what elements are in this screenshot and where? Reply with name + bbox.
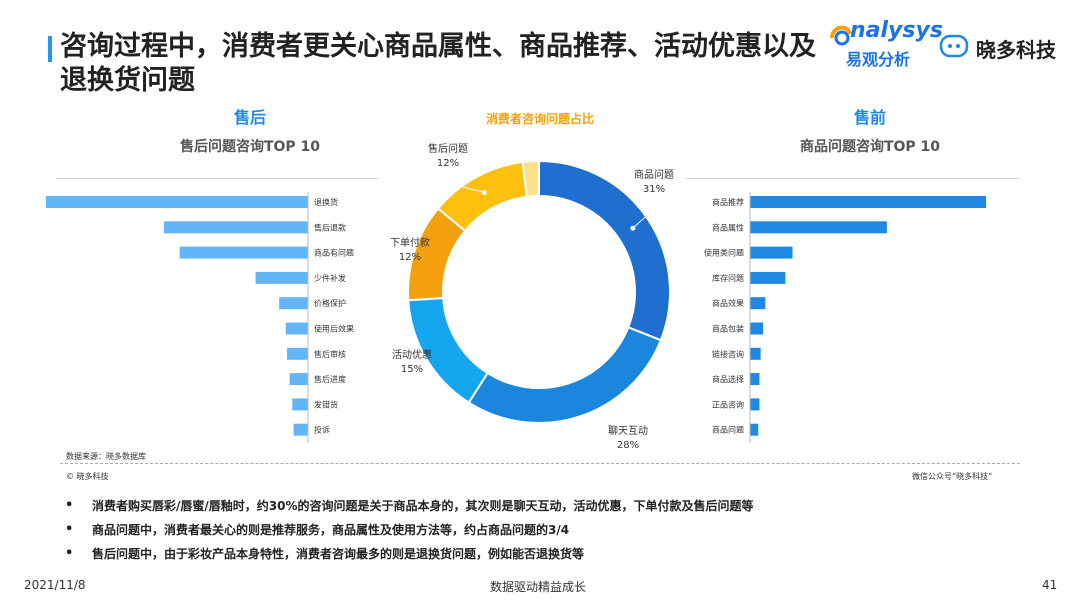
right-section-title: 售前 [853, 108, 886, 127]
analysys-logo-icon [830, 25, 852, 46]
category-label: 退换货 [314, 197, 338, 207]
donut-chart: 商品问题 31% 聊天互动 28% 活动优惠 15% 下单付款 12% 售后问题 12% [390, 142, 687, 451]
summary-item: 商品问题中，消费者最关心的则是推荐服务，商品属性及使用方法等，约占商品问题的3/… [62, 518, 754, 542]
bar-aftersales-5 [285, 322, 308, 335]
bar-product-9 [750, 423, 759, 436]
left-divider [56, 178, 378, 179]
analysys-wordmark: nalysys [850, 18, 943, 43]
analysys-logo: nalysys 易观分析 [822, 18, 943, 69]
donut-slice-4 [436, 160, 529, 233]
category-label: 少件补发 [314, 273, 346, 283]
bar-aftersales-2 [179, 246, 308, 259]
analysys-cn-name: 易观分析 [846, 50, 911, 69]
wechat-account: 微信公众号“晓多科技” [912, 472, 993, 481]
bar-aftersales-0 [46, 196, 308, 208]
category-label: 商品属性 [712, 222, 744, 232]
donut-slice-5 [521, 159, 540, 198]
xiaoduo-logo: 晓多科技 [938, 30, 1078, 66]
bar-product-1 [750, 221, 887, 234]
right-chart-subtitle: 商品问题咨询TOP 10 [799, 139, 941, 155]
report-date: 2021/11/8 [24, 578, 86, 592]
left-section-title: 售后 [233, 108, 266, 127]
category-label: 商品问题 [712, 425, 744, 435]
leader-dot [630, 225, 636, 231]
category-label: 使用类问题 [704, 248, 744, 258]
slice-percent: 12% [437, 158, 459, 169]
category-label: 商品有问题 [314, 248, 354, 258]
bar-aftersales-6 [287, 347, 308, 360]
product-bar-chart: 商品推荐商品属性使用类问题库存问题商品效果商品包装链接咨询商品选择正品咨询商品问… [704, 192, 986, 443]
leader-dot [481, 190, 487, 196]
category-label: 商品推荐 [712, 197, 744, 207]
right-divider [686, 178, 1020, 179]
leader-line [429, 177, 485, 194]
category-label: 售后进度 [314, 374, 346, 384]
category-label: 售后审核 [314, 349, 346, 359]
slice-label: 商品问题 [634, 168, 674, 181]
summary-item: 售后问题中，由于彩妆产品本身特性，消费者咨询最多的则是退换货问题，例如能否退换货… [62, 542, 754, 566]
category-label: 使用后效果 [314, 324, 354, 334]
summary-list: 消费者购买唇彩/唇蜜/唇釉时，约30%的咨询问题是关于商品本身的，其次则是聊天互… [62, 494, 754, 566]
category-label: 售后退款 [314, 222, 346, 232]
category-label: 商品选择 [712, 374, 744, 384]
summary-item: 消费者购买唇彩/唇蜜/唇釉时，约30%的咨询问题是关于商品本身的，其次则是聊天互… [62, 494, 754, 518]
footer-divider [60, 463, 1020, 464]
category-label: 链接咨询 [712, 349, 744, 359]
page-number: 41 [1042, 578, 1058, 592]
slice-percent: 15% [401, 364, 423, 375]
bar-product-8 [750, 398, 760, 411]
category-label: 商品包装 [712, 324, 744, 334]
data-source: 数据来源：晓多数据库 [66, 452, 146, 461]
category-label: 库存问题 [712, 273, 744, 283]
bar-product-2 [750, 246, 793, 259]
bar-product-0 [750, 196, 986, 208]
category-label: 商品效果 [712, 298, 744, 308]
slice-label: 聊天互动 [608, 424, 648, 437]
xiaoduo-name: 晓多科技 [976, 38, 1056, 62]
robot-icon [939, 34, 969, 58]
slice-label: 下单付款 [390, 236, 430, 249]
page-title: 咨询过程中，消费者更关心商品属性、商品推荐、活动优惠以及退换货问题 [60, 31, 816, 96]
copyright: © 晓多科技 [66, 472, 109, 481]
category-label: 正品咨询 [712, 399, 744, 409]
slice-label: 售后问题 [428, 142, 468, 155]
title-accent-bar [48, 36, 52, 62]
bar-aftersales-1 [163, 221, 308, 234]
bar-product-7 [750, 373, 760, 386]
leader-line [632, 179, 687, 229]
category-label: 价格保护 [314, 298, 346, 308]
slice-label: 活动优惠 [392, 348, 432, 361]
bar-product-6 [750, 347, 761, 360]
donut-slice-1 [467, 326, 663, 424]
category-label: 发错货 [314, 399, 338, 409]
slice-percent: 12% [399, 252, 421, 263]
footer-slogan: 数据驱动精益成长 [490, 580, 587, 594]
slice-percent: 31% [643, 184, 665, 195]
bar-aftersales-3 [255, 271, 308, 284]
left-chart-subtitle: 售后问题咨询TOP 10 [179, 139, 321, 155]
bar-aftersales-4 [279, 297, 308, 310]
bar-product-4 [750, 297, 766, 310]
bar-aftersales-7 [289, 373, 308, 386]
bar-aftersales-9 [293, 423, 308, 436]
slice-percent: 28% [617, 440, 639, 451]
bar-aftersales-8 [292, 398, 308, 411]
category-label: 投诉 [314, 425, 330, 435]
bar-product-5 [750, 322, 763, 335]
bar-product-3 [750, 271, 786, 284]
donut-chart-title: 消费者咨询问题占比 [485, 112, 594, 126]
